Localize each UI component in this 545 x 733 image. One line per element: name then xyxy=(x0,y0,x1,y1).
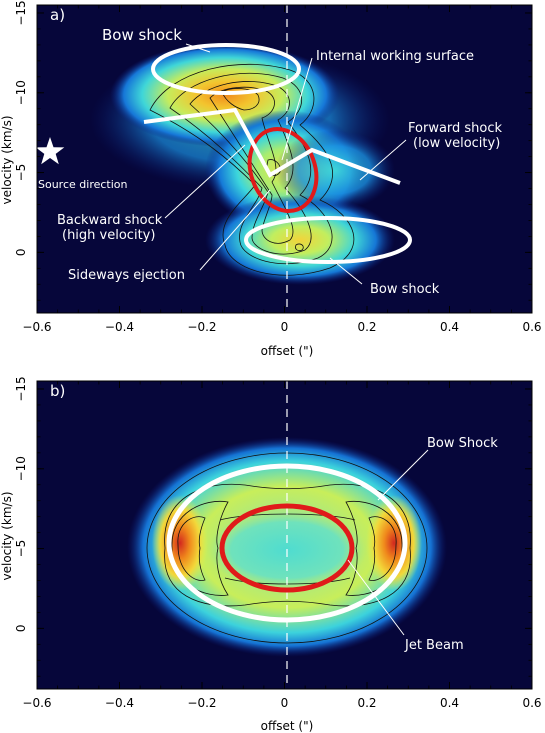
jet-beam-ellipse xyxy=(219,503,355,593)
x-tick-label: −0.6 xyxy=(22,320,51,334)
leader-lines xyxy=(347,449,429,636)
y-tick-label: 0 xyxy=(14,249,28,257)
y-tick-label: −15 xyxy=(14,376,28,401)
emission-blob xyxy=(275,130,395,210)
y-tick-label: −5 xyxy=(14,164,28,182)
emission-peak xyxy=(152,495,208,591)
leader-lines xyxy=(164,43,407,285)
bow-shock-ellipse-bottom xyxy=(244,216,412,264)
y-tick-label: 0 xyxy=(14,625,28,633)
panel-b-ylabel: velocity (km/s) xyxy=(0,491,14,580)
y-tick-label: −15 xyxy=(14,0,28,25)
x-tick-label: −0.6 xyxy=(22,696,51,710)
emission-peak xyxy=(366,495,422,591)
panel-a-ylabel: velocity (km/s) xyxy=(0,115,14,204)
label-bow-shock: Bow Shock xyxy=(427,436,498,451)
panel-a-label: a) xyxy=(50,6,65,24)
x-tick-label: −0.4 xyxy=(105,320,134,334)
x-tick-label: −0.4 xyxy=(105,696,134,710)
x-tick-label: 0.2 xyxy=(357,696,376,710)
panel-a: Bow shock Internal working surface Forwa… xyxy=(0,0,542,358)
label-sideways-ejection: Sideways ejection xyxy=(68,268,185,283)
panel-a-xlabel: offset (") xyxy=(261,344,314,358)
x-tick-label: 0.2 xyxy=(357,320,376,334)
x-tick-label: 0 xyxy=(281,696,289,710)
internal-working-surface-ellipse xyxy=(247,127,319,213)
label-source-direction: Source direction xyxy=(38,178,128,191)
bow-shock-ellipse xyxy=(166,463,408,623)
x-tick-label: 0.6 xyxy=(522,696,541,710)
star-icon xyxy=(35,137,65,165)
label-internal-working-surface: Internal working surface xyxy=(316,49,474,64)
x-tick-label: −0.2 xyxy=(187,696,216,710)
label-backward-shock: Backward shock xyxy=(57,213,163,228)
panel-b: Bow Shock Jet Beam b) −0.6 −0.4 −0.2 0 0.2 0.… xyxy=(0,376,542,733)
x-tick-label: 0 xyxy=(281,320,289,334)
label-backward-shock-sub: (high velocity) xyxy=(62,228,155,243)
panel-b-xlabel: offset (") xyxy=(261,719,314,733)
x-tick-label: 0.6 xyxy=(522,320,541,334)
shock-path-line xyxy=(143,107,401,185)
label-bow-shock-top: Bow shock xyxy=(102,26,182,44)
label-bow-shock-bottom: Bow shock xyxy=(370,282,440,297)
x-tick-label: 0.4 xyxy=(440,696,459,710)
label-forward-shock: Forward shock xyxy=(408,121,503,136)
bow-shock-ellipse-top xyxy=(151,43,301,95)
y-tick-label: −5 xyxy=(14,540,28,558)
label-jet-beam: Jet Beam xyxy=(404,638,464,653)
panel-b-axes: −0.6 −0.4 −0.2 0 0.2 0.4 0.6 0 −5 −10 −15 xyxy=(14,376,542,710)
panel-b-label: b) xyxy=(50,382,65,400)
y-tick-label: −10 xyxy=(14,456,28,481)
panel-a-axes: −0.6 −0.4 −0.2 0 0.2 0.4 0.6 0 −5 −10 −15 xyxy=(14,0,542,334)
label-forward-shock-sub: (low velocity) xyxy=(413,136,500,151)
y-tick-label: −10 xyxy=(14,80,28,105)
x-tick-label: 0.4 xyxy=(440,320,459,334)
x-tick-label: −0.2 xyxy=(187,320,216,334)
